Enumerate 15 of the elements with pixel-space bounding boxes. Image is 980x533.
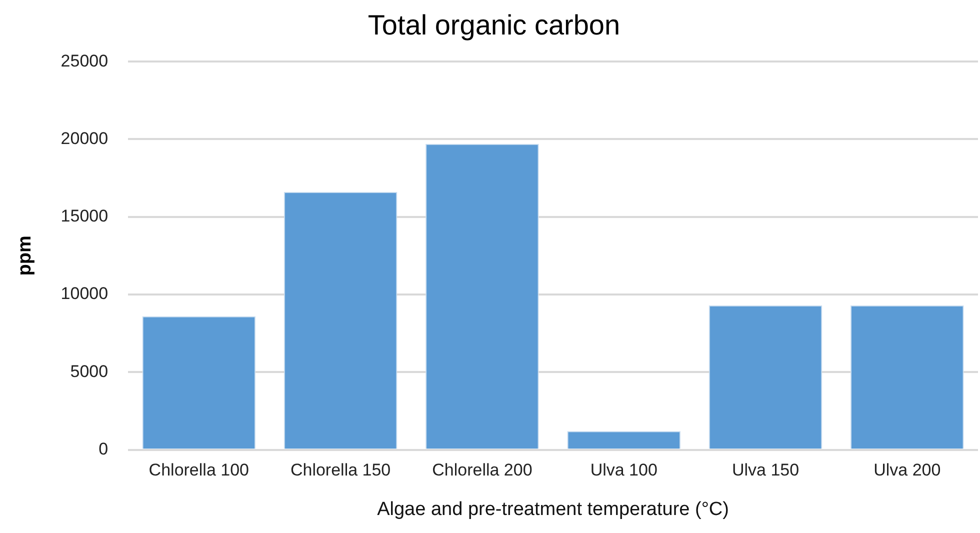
y-axis-title: ppm xyxy=(14,236,36,276)
y-tick-label: 5000 xyxy=(70,362,108,381)
chart-title: Total organic carbon xyxy=(368,10,620,41)
y-tick-label: 10000 xyxy=(60,284,108,304)
x-tick-label: Ulva 150 xyxy=(732,460,800,480)
x-axis-title: Algae and pre-treatment temperature (°C) xyxy=(377,498,729,520)
x-tick-label: Chlorella 150 xyxy=(290,460,391,480)
x-tick-label: Ulva 100 xyxy=(590,460,658,480)
x-tick-label: Ulva 200 xyxy=(874,460,941,480)
y-tick-label: 25000 xyxy=(60,51,108,70)
x-tick-label: Chlorella 200 xyxy=(432,460,532,480)
y-tick-label: 20000 xyxy=(60,128,108,148)
y-tick-label: 0 xyxy=(98,439,108,458)
y-tick-label: 15000 xyxy=(60,206,108,226)
x-tick-label: Chlorella 100 xyxy=(148,460,249,480)
